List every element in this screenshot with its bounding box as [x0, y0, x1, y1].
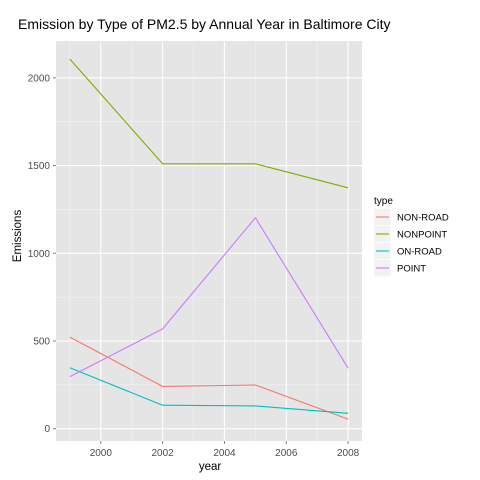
x-axis: 2000 2002 2004 2006 2008	[90, 441, 360, 459]
x-tick-label: 2004	[213, 448, 236, 459]
y-tick-label: 500	[33, 337, 50, 348]
x-tick-label: 2006	[275, 448, 298, 459]
legend-label-non-road: NON-ROAD	[397, 213, 449, 224]
chart-title: Emission by Type of PM2.5 by Annual Year…	[18, 16, 391, 32]
legend-title: type	[374, 196, 393, 207]
y-tick-label: 1000	[28, 249, 51, 260]
series-line-nonpoint	[69, 58, 349, 189]
y-tick-label: 0	[44, 424, 50, 435]
series-line-point	[69, 217, 349, 378]
legend: type NON-ROAD NONPOINT ON-ROAD POINT	[373, 196, 449, 277]
legend-label-point: POINT	[397, 264, 426, 275]
x-tick-label: 2008	[337, 448, 360, 459]
series-line-on-road	[69, 367, 349, 414]
x-axis-title: year	[199, 461, 222, 473]
plot-panel	[56, 41, 362, 441]
x-tick-label: 2002	[152, 448, 175, 459]
legend-label-on-road: ON-ROAD	[397, 247, 442, 258]
y-tick-label: 1500	[28, 161, 51, 172]
x-tick-label: 2000	[90, 448, 113, 459]
y-axis-title: Emissions	[12, 210, 24, 263]
grid	[56, 41, 362, 441]
series-lines	[69, 58, 349, 420]
y-tick-label: 2000	[28, 73, 51, 84]
legend-label-nonpoint: NONPOINT	[397, 230, 447, 241]
y-axis: 0 500 1000 1500 2000	[28, 73, 56, 435]
series-line-non-road	[69, 336, 349, 420]
